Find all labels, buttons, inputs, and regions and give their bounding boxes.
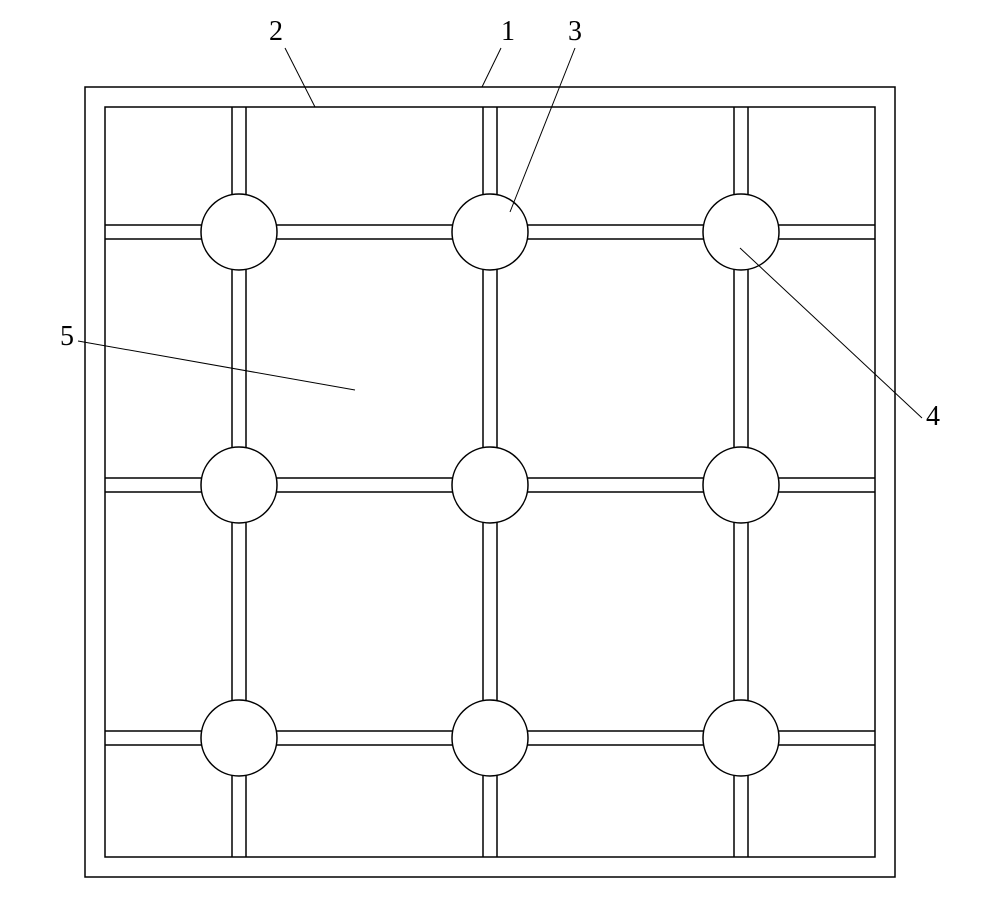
diagram-container: 1 2 3 4 5	[0, 0, 1000, 902]
label-4: 4	[926, 401, 940, 432]
node-1-0	[201, 447, 277, 523]
label-3: 3	[568, 16, 582, 47]
node-0-2	[703, 194, 779, 270]
node-2-0	[201, 700, 277, 776]
leader-2	[285, 48, 315, 107]
node-1-1	[452, 447, 528, 523]
grid-diagram: 1 2 3 4 5	[0, 0, 1000, 902]
leader-3	[510, 48, 575, 212]
label-2: 2	[269, 16, 283, 47]
leader-5	[78, 341, 355, 390]
node-0-0	[201, 194, 277, 270]
label-5: 5	[60, 321, 74, 352]
node-2-1	[452, 700, 528, 776]
node-1-2	[703, 447, 779, 523]
node-2-2	[703, 700, 779, 776]
leader-1	[482, 48, 501, 87]
node-0-1	[452, 194, 528, 270]
label-1: 1	[501, 16, 515, 47]
